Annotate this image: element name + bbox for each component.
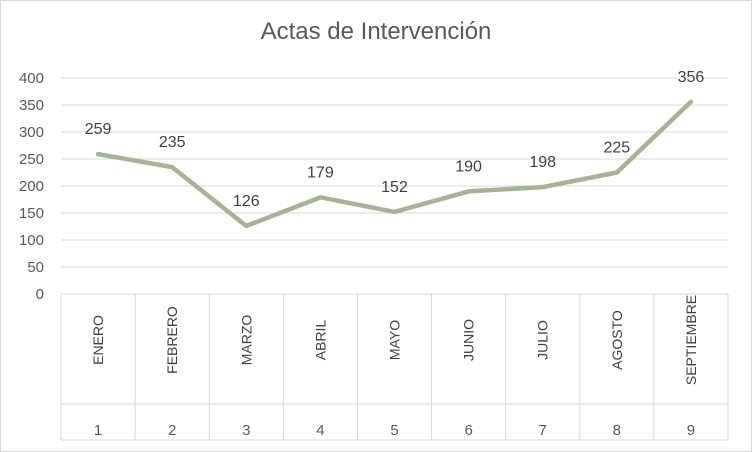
y-tick-label: 300	[19, 124, 44, 141]
x-category-label: JUNIO	[461, 319, 477, 361]
y-tick-label: 200	[19, 178, 44, 195]
y-tick-label: 100	[19, 232, 44, 249]
chart-title: Actas de Intervención	[260, 18, 492, 45]
data-label: 225	[603, 140, 630, 157]
x-group-label: 6	[464, 422, 472, 439]
x-group-label: 9	[687, 422, 695, 439]
x-group-label: 7	[539, 422, 547, 439]
x-category-label: FEBRERO	[164, 306, 180, 374]
x-category-label: AGOSTO	[609, 310, 625, 370]
data-label: 259	[85, 121, 112, 138]
x-group-label: 1	[94, 422, 102, 439]
x-category-label: JULIO	[535, 320, 551, 360]
x-group-label: 3	[242, 422, 250, 439]
x-category-label: SEPTIEMBRE	[683, 295, 699, 385]
x-category-label: MARZO	[238, 315, 254, 366]
series-line	[95, 99, 694, 229]
x-group-label: 2	[168, 422, 176, 439]
y-tick-label: 150	[19, 205, 44, 222]
x-category-label: ENERO	[90, 315, 106, 365]
data-label: 190	[455, 158, 482, 175]
y-tick-label: 250	[19, 151, 44, 168]
y-tick-label: 400	[19, 70, 44, 87]
y-tick-label: 350	[19, 97, 44, 114]
data-label: 235	[159, 134, 186, 151]
x-group-label: 4	[316, 422, 324, 439]
data-label: 152	[381, 179, 408, 196]
x-category-label: MAYO	[387, 320, 403, 360]
x-group-label: 5	[390, 422, 398, 439]
data-label: 179	[307, 164, 334, 181]
y-tick-label: 0	[36, 286, 44, 303]
data-label: 198	[529, 154, 556, 171]
data-label: 126	[233, 193, 260, 210]
data-label: 356	[678, 69, 705, 86]
x-category-label: ABRIL	[312, 320, 328, 361]
y-tick-label: 50	[27, 259, 44, 276]
x-group-label: 8	[613, 422, 621, 439]
